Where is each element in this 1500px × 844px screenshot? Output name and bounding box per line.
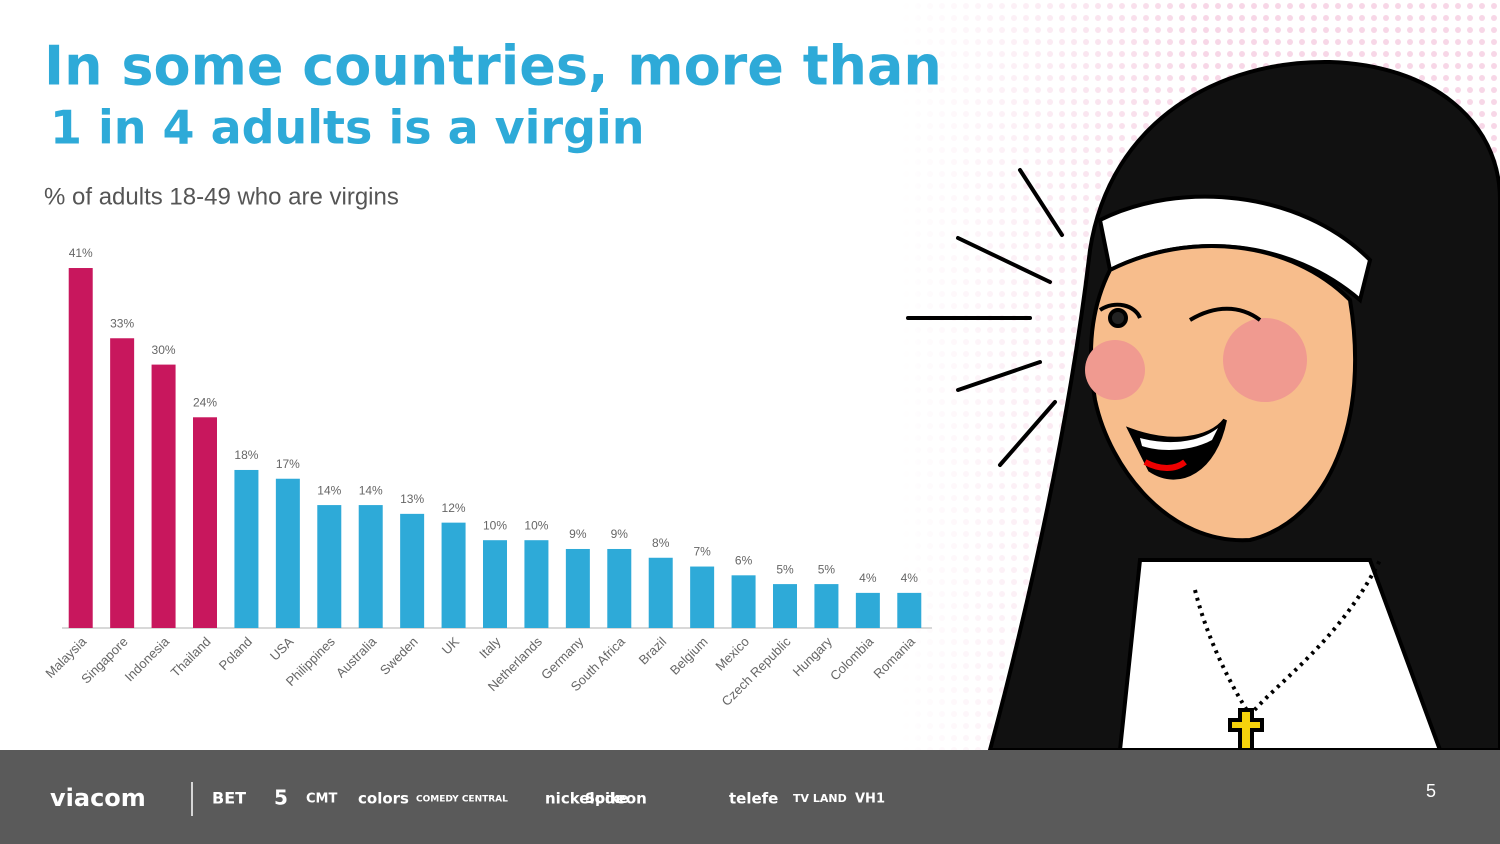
- bar: [690, 566, 715, 628]
- data-label: 6%: [735, 553, 753, 567]
- bar: [607, 548, 632, 628]
- data-label: 12%: [442, 501, 466, 515]
- brand-logo: colors: [358, 790, 409, 808]
- bar: [441, 522, 466, 628]
- data-label: 5%: [776, 562, 794, 576]
- bar: [317, 505, 342, 628]
- data-label: 8%: [652, 536, 670, 550]
- data-label: 17%: [276, 457, 300, 471]
- data-label: 41%: [69, 246, 93, 260]
- bar: [731, 575, 756, 628]
- bar: [193, 417, 217, 628]
- brand-logo: VH1: [855, 792, 885, 807]
- brand-logo: COMEDY CENTRAL: [416, 795, 508, 805]
- bar: [68, 268, 93, 628]
- bar: [855, 592, 880, 628]
- data-label: 5%: [818, 562, 836, 576]
- page-number: 5: [1426, 781, 1436, 801]
- brand-logo: TV LAND: [793, 792, 847, 805]
- nun-illustration: [987, 59, 1500, 752]
- brand-logo: CMT: [306, 792, 337, 807]
- data-label: 7%: [693, 545, 711, 559]
- data-label: 14%: [359, 483, 383, 497]
- data-label: 18%: [234, 448, 258, 462]
- exclamation-lines: [906, 168, 1064, 467]
- data-label: 14%: [317, 483, 341, 497]
- brand-logo: BET: [212, 789, 246, 808]
- data-label: 24%: [193, 395, 217, 409]
- logo-strip: viacom BET 5 CMT colors COMEDY CENTRAL nickelo…: [50, 784, 885, 812]
- bar: [358, 505, 383, 628]
- data-label: 30%: [152, 343, 176, 357]
- bar: [110, 338, 135, 628]
- footer: [0, 750, 1500, 844]
- bar: [400, 513, 425, 628]
- data-label: 10%: [524, 518, 548, 532]
- data-label: 13%: [400, 492, 424, 506]
- bar: [275, 478, 300, 628]
- data-label: 10%: [483, 518, 507, 532]
- title: In some countries, more than: [44, 35, 942, 98]
- brand-logo: viacom: [50, 784, 146, 812]
- brand-logo: nickelodeon: [545, 790, 647, 808]
- subtitle: % of adults 18-49 who are virgins: [44, 183, 399, 210]
- bar: [151, 364, 176, 628]
- brand-logo: 5: [274, 786, 288, 810]
- data-label: 4%: [901, 571, 919, 585]
- bar: [897, 592, 922, 628]
- data-label: 33%: [110, 316, 134, 330]
- bar: [234, 469, 259, 628]
- brand-logo: telefe: [729, 790, 778, 808]
- data-label: 4%: [859, 571, 877, 585]
- data-label: 9%: [569, 527, 587, 541]
- bar: [565, 548, 590, 628]
- bar: [814, 584, 839, 628]
- bar: [483, 540, 507, 628]
- title-line2: 1 in 4 adults is a virgin: [50, 101, 645, 155]
- bar: [524, 540, 549, 628]
- brand-logo: Spike: [585, 791, 628, 807]
- data-label: 9%: [611, 527, 629, 541]
- bar: [773, 584, 797, 628]
- bar: [648, 557, 673, 628]
